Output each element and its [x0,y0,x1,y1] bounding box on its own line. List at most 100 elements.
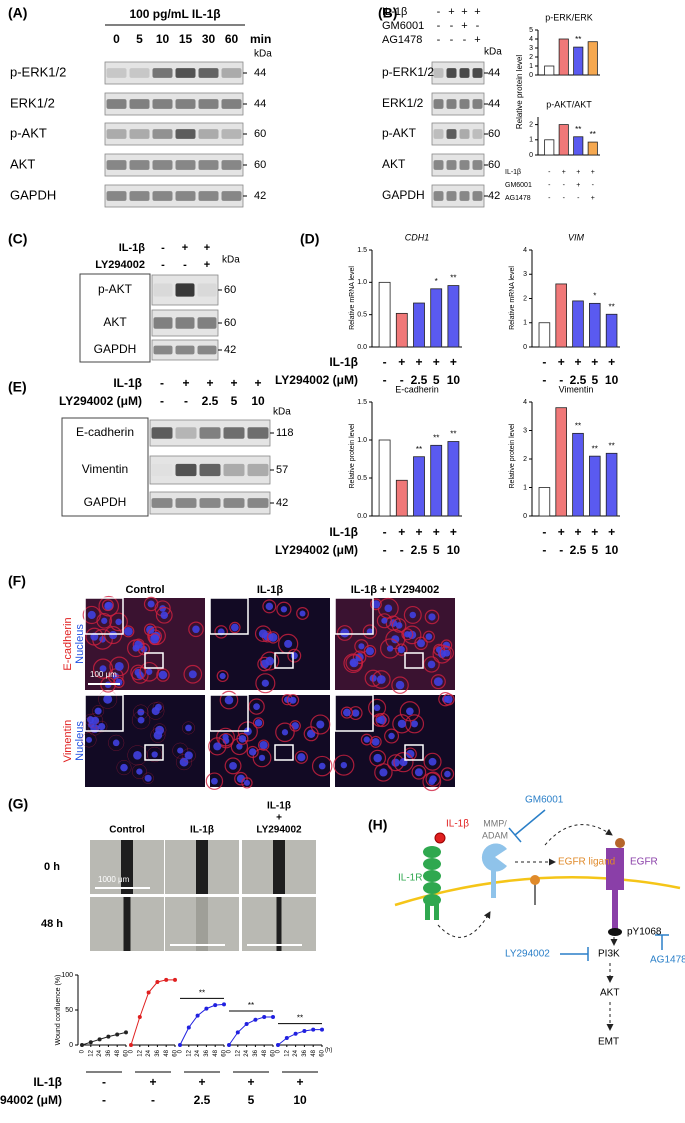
cell [131,666,149,684]
cell [345,654,363,672]
blot-label: GAPDH [84,495,127,509]
nucleus [160,611,168,620]
cell [442,693,455,706]
node-label: GM6001 [525,795,564,806]
blot-band [459,99,470,109]
significance: ** [575,421,581,430]
data-point [88,1040,93,1045]
significance: ** [450,430,456,439]
data-point [164,977,169,982]
panel-label: (A) [8,5,27,21]
significance: * [435,277,438,286]
blot-band [459,68,470,78]
nucleus [316,720,325,729]
nucleus [151,706,160,716]
cell [311,755,333,777]
nucleus [414,768,423,777]
kda-label: 118 [276,427,294,439]
blot-band [199,427,221,439]
y-tick-label: 2 [529,121,533,128]
cell [219,690,239,710]
treatment-name: LY294002 (μM) [275,373,358,387]
cell [96,612,113,629]
micrograph [82,595,205,693]
cell [411,764,427,780]
cell [142,772,154,784]
blot-band [247,463,269,477]
kda-header: kDa [484,47,502,58]
cell [98,689,118,709]
data-point [146,990,151,995]
nucleus [406,749,415,759]
treatment-name: LY294002 (μM) [59,394,142,408]
nucleus [150,634,160,644]
cell [183,664,203,684]
y-tick-label: 1.5 [357,247,367,254]
inset-source [274,652,294,669]
wound-gap [273,840,285,894]
cell [369,735,382,748]
kda-label: 44 [254,67,266,79]
cell [241,777,253,789]
nucleus [428,757,437,766]
egfr-ligand [530,875,540,885]
significance: ** [433,433,439,442]
inset [84,694,124,732]
nucleus [358,643,365,650]
nucleus [376,675,386,684]
treatment-sign: + [204,242,210,254]
significance: ** [297,1014,303,1023]
cell [150,727,166,743]
treatment-name: LY294002 [95,259,145,271]
cell [275,722,295,743]
kda-label: 42 [276,497,288,509]
treatment-sign: + [591,525,598,539]
treatment-sign: - [161,259,165,271]
treatment-name: LY294002 (μM) [275,543,358,557]
micrograph [81,689,205,787]
treatment-sign: + [450,525,457,539]
nucleus [384,604,393,613]
significance: ** [416,445,422,454]
y-tick-label: 3 [523,427,527,434]
blot-band [129,99,150,109]
bar [558,124,569,156]
treatment-sign: - [161,242,165,254]
cell [252,717,265,729]
treatment-sign: + [247,1075,254,1089]
x-tick-label: 12 [235,1049,241,1056]
data-point [137,1015,142,1019]
treatment-sign: + [433,525,440,539]
scale-bar-label: 100 μm [90,670,117,679]
cell [216,669,229,683]
cell [395,643,408,656]
data-point [253,1017,258,1022]
treatment-sign: + [461,20,467,32]
time-label: 60 [225,32,239,46]
significance: ** [450,274,456,283]
node-label: EGFR [630,857,658,868]
micrograph [334,597,455,694]
blot-band [175,191,196,201]
cell [333,754,355,776]
kda-label: 42 [488,190,500,202]
kda-label: 60 [254,128,266,140]
cell [257,739,270,751]
blot-band [153,345,173,355]
wound-gap [123,897,131,951]
cell [363,644,377,658]
nucleus [253,703,260,710]
data-point [276,1043,280,1047]
blot-band [223,463,245,477]
nucleus [340,761,348,769]
cell [104,626,123,645]
chart-title: p-AKT/AKT [546,99,592,109]
blot-band [446,160,457,170]
time-label: 30 [202,32,216,46]
data-point [311,1027,316,1032]
y-tick-label: 0 [529,72,533,79]
time-unit: min [250,32,271,46]
treatment-sign: 2.5 [194,1093,211,1107]
nucleus [366,628,374,635]
treatment-sign: - [450,34,454,46]
